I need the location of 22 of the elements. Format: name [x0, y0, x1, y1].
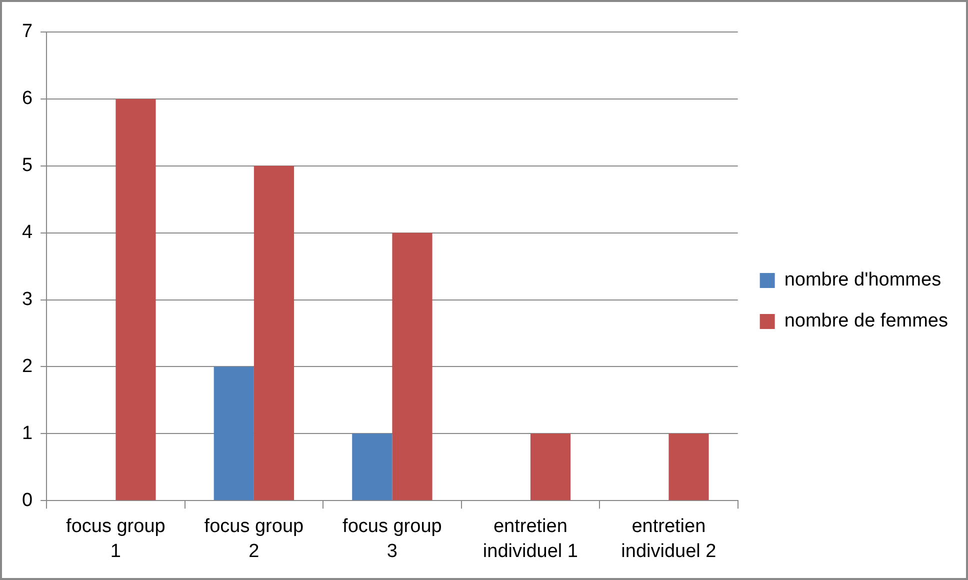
x-tick-label: focus group 1 — [66, 516, 166, 562]
x-tick-label: entretien individuel 2 — [621, 516, 716, 562]
x-tick-label: focus group 3 — [342, 516, 442, 562]
y-tick-label: 0 — [22, 490, 33, 511]
y-tick-label: 4 — [22, 222, 33, 244]
bar — [214, 366, 254, 500]
bar — [530, 434, 571, 500]
y-tick-label: 6 — [22, 88, 33, 110]
x-tick-label: focus group 2 — [204, 516, 304, 562]
y-tick-label: 5 — [22, 155, 33, 176]
bar — [392, 232, 432, 500]
bar — [352, 434, 392, 500]
bar — [254, 166, 294, 500]
bar — [116, 98, 156, 500]
y-tick-label: 2 — [22, 356, 33, 377]
bar — [668, 434, 709, 500]
y-tick-label: 1 — [22, 422, 33, 444]
legend-label: nombre d'hommes — [784, 270, 942, 291]
y-tick-label: 3 — [22, 289, 33, 310]
x-tick-label: entretien individuel 1 — [482, 516, 578, 562]
legend-label: nombre de femmes — [784, 310, 948, 332]
y-tick-label: 7 — [22, 21, 33, 42]
